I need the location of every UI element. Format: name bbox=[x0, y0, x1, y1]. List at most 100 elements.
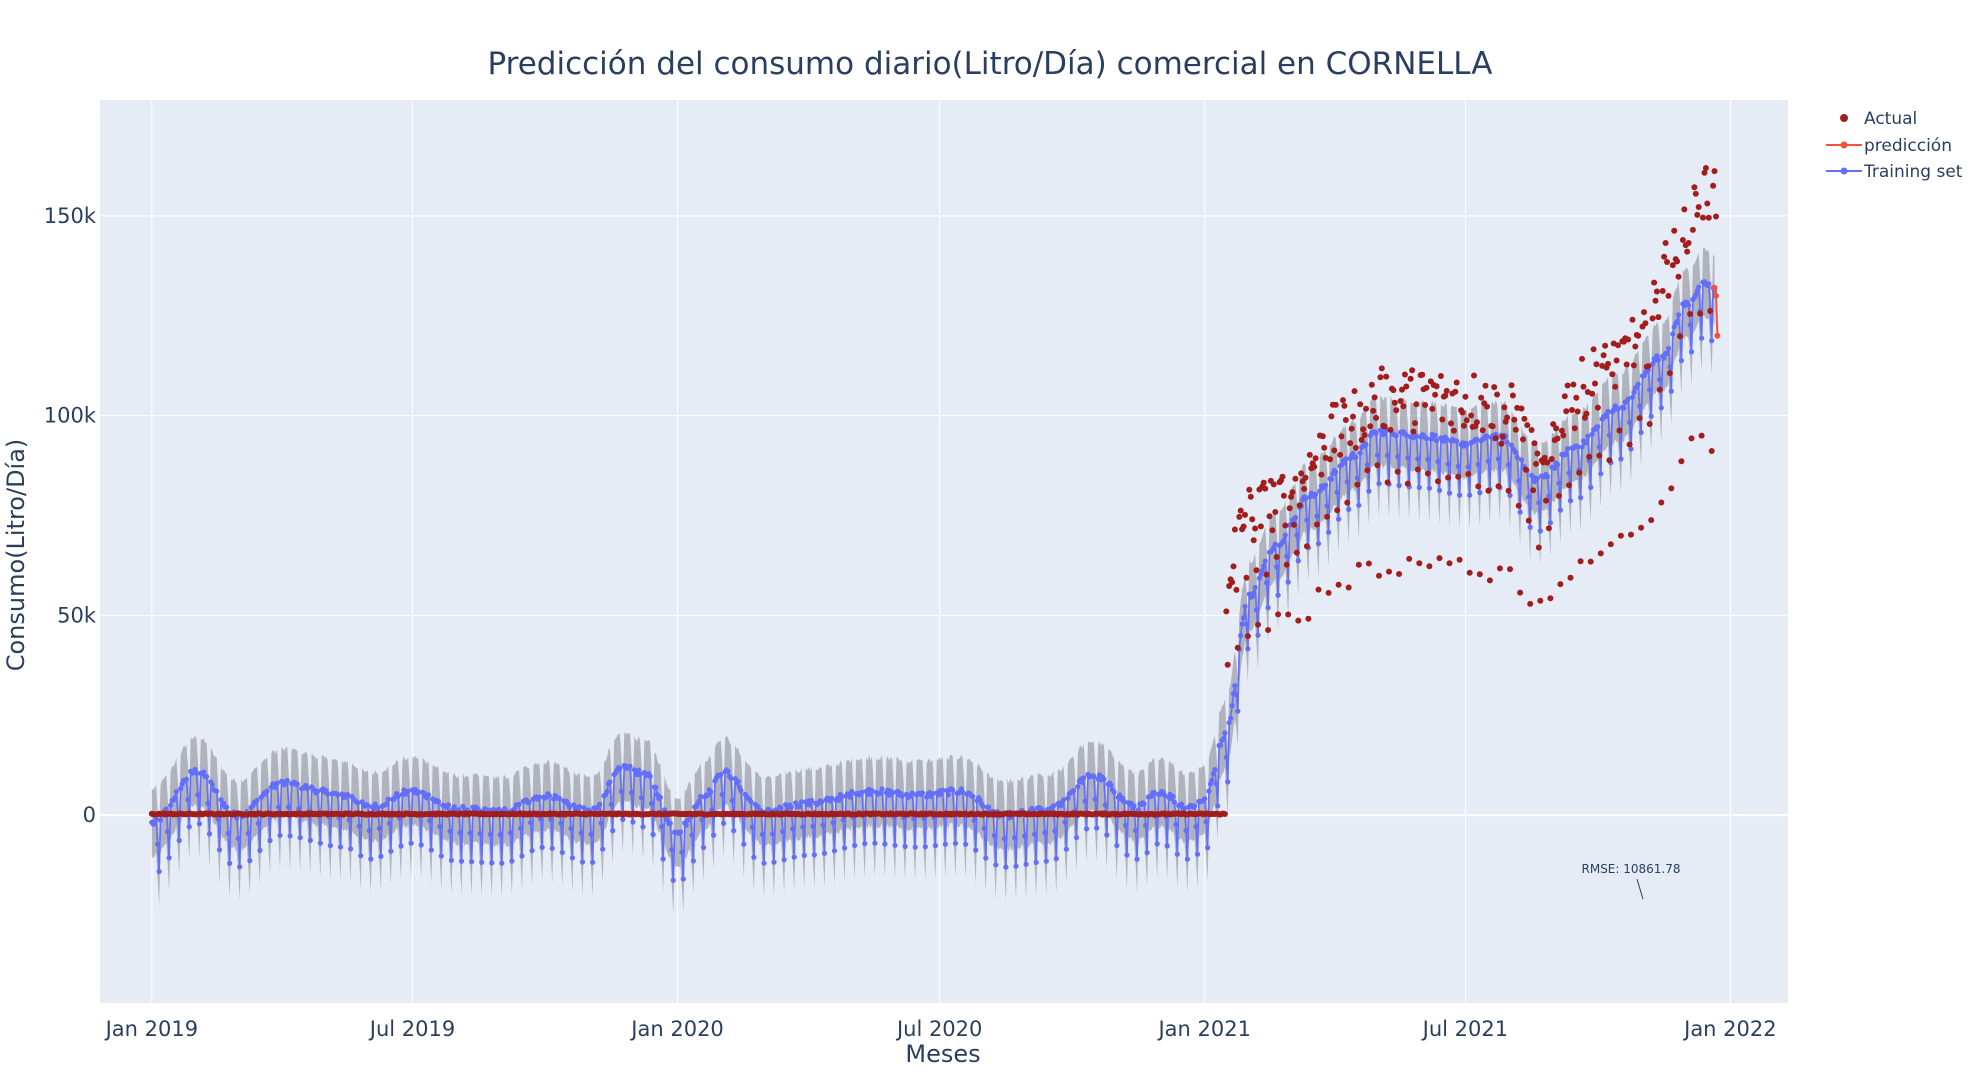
legend[interactable]: Actual predicción Training set bbox=[1826, 109, 1963, 182]
training-set-point bbox=[467, 830, 473, 836]
training-set-point bbox=[526, 799, 532, 805]
training-set-point bbox=[725, 768, 731, 775]
actual-point bbox=[1255, 621, 1261, 628]
legend-label-prediccion: predicción bbox=[1864, 136, 1952, 156]
training-set-point bbox=[1344, 479, 1350, 485]
actual-point bbox=[1628, 531, 1634, 538]
training-set-point bbox=[185, 797, 191, 803]
training-set-point bbox=[991, 832, 998, 839]
training-set-point bbox=[496, 806, 502, 812]
training-set-point bbox=[274, 780, 280, 786]
training-set-point bbox=[790, 826, 796, 832]
training-set-point bbox=[325, 791, 331, 797]
training-set-point bbox=[286, 804, 292, 810]
actual-point bbox=[1641, 309, 1647, 316]
training-set-point bbox=[1313, 491, 1319, 497]
actual-point bbox=[1713, 213, 1719, 220]
y-tick-label: 100k bbox=[44, 404, 97, 428]
training-set-point bbox=[1183, 827, 1189, 834]
training-set-point bbox=[755, 804, 761, 810]
legend-item-actual[interactable]: Actual bbox=[1840, 109, 1917, 129]
actual-point bbox=[1429, 405, 1436, 412]
training-set-point bbox=[830, 820, 836, 826]
training-set-point bbox=[427, 818, 433, 824]
actual-point bbox=[1373, 414, 1380, 421]
training-set-point bbox=[1210, 771, 1216, 777]
actual-point bbox=[1384, 479, 1391, 486]
training-set-point bbox=[911, 816, 917, 822]
training-set-point bbox=[1687, 322, 1693, 328]
actual-point bbox=[1708, 448, 1715, 454]
training-set-point bbox=[808, 797, 815, 804]
y-axis-title: Consumo(Litro/Día) bbox=[2, 439, 30, 672]
actual-point bbox=[1671, 227, 1678, 234]
training-set-point bbox=[507, 830, 514, 836]
training-set-point bbox=[1108, 782, 1114, 788]
actual-point bbox=[1436, 555, 1443, 562]
actual-point bbox=[1630, 362, 1637, 369]
actual-point bbox=[1592, 380, 1598, 387]
actual-point bbox=[1475, 483, 1482, 490]
actual-point bbox=[1231, 526, 1238, 533]
training-set-point bbox=[1143, 822, 1149, 829]
training-set-point bbox=[538, 816, 544, 822]
actual-point bbox=[1710, 182, 1717, 189]
training-set-point bbox=[1053, 856, 1059, 862]
training-set-point bbox=[1023, 861, 1029, 867]
actual-point bbox=[1642, 320, 1649, 327]
actual-point bbox=[1305, 615, 1312, 622]
training-set-point bbox=[1445, 461, 1451, 467]
actual-point bbox=[1528, 427, 1535, 433]
actual-point bbox=[1334, 507, 1341, 514]
actual-point bbox=[1257, 523, 1264, 530]
actual-point bbox=[1223, 608, 1230, 615]
actual-point bbox=[1331, 447, 1338, 454]
actual-point bbox=[1692, 190, 1699, 197]
legend-item-training-set[interactable]: Training set bbox=[1826, 162, 1963, 182]
training-set-point bbox=[206, 831, 213, 837]
actual-point bbox=[1596, 452, 1603, 459]
training-set-point bbox=[797, 803, 803, 809]
training-set-point bbox=[598, 820, 604, 826]
actual-point bbox=[1668, 485, 1675, 492]
legend-item-prediccion[interactable]: predicción bbox=[1826, 136, 1952, 156]
actual-point bbox=[1684, 248, 1691, 255]
actual-point bbox=[1625, 336, 1632, 343]
training-set-point bbox=[509, 858, 515, 864]
training-set-point bbox=[899, 793, 905, 799]
training-set-point bbox=[709, 807, 715, 813]
actual-point bbox=[1691, 184, 1698, 191]
actual-point bbox=[1525, 517, 1532, 524]
training-set-point bbox=[1635, 381, 1641, 387]
training-set-point bbox=[1102, 802, 1108, 808]
actual-point bbox=[1394, 468, 1401, 475]
actual-point bbox=[1473, 419, 1480, 426]
actual-point bbox=[1517, 589, 1524, 596]
training-set-point bbox=[590, 859, 596, 865]
training-set-point bbox=[1121, 798, 1127, 805]
actual-point bbox=[1311, 463, 1318, 470]
training-set-point bbox=[385, 796, 391, 802]
training-set-point bbox=[307, 837, 313, 844]
training-set-point bbox=[235, 835, 241, 842]
training-set-point bbox=[1518, 457, 1525, 463]
training-set-point bbox=[1547, 520, 1553, 526]
annotation-arrow bbox=[1636, 878, 1644, 900]
actual-point bbox=[1656, 386, 1663, 393]
training-set-point bbox=[546, 793, 553, 799]
actual-point bbox=[1496, 565, 1503, 572]
training-set-point bbox=[1111, 789, 1117, 795]
actual-point bbox=[1401, 371, 1408, 378]
actual-point bbox=[1455, 473, 1462, 480]
training-set-point bbox=[1324, 503, 1330, 509]
training-set-point bbox=[1092, 796, 1098, 802]
training-set-point bbox=[460, 803, 466, 810]
training-set-point bbox=[227, 860, 233, 867]
training-set-point bbox=[1534, 475, 1540, 482]
training-set-point bbox=[771, 859, 777, 865]
training-set-point bbox=[1239, 621, 1245, 627]
training-set-point bbox=[1566, 470, 1572, 476]
training-set-point bbox=[1495, 456, 1502, 462]
training-set-point bbox=[869, 788, 875, 794]
actual-point bbox=[1662, 240, 1669, 246]
